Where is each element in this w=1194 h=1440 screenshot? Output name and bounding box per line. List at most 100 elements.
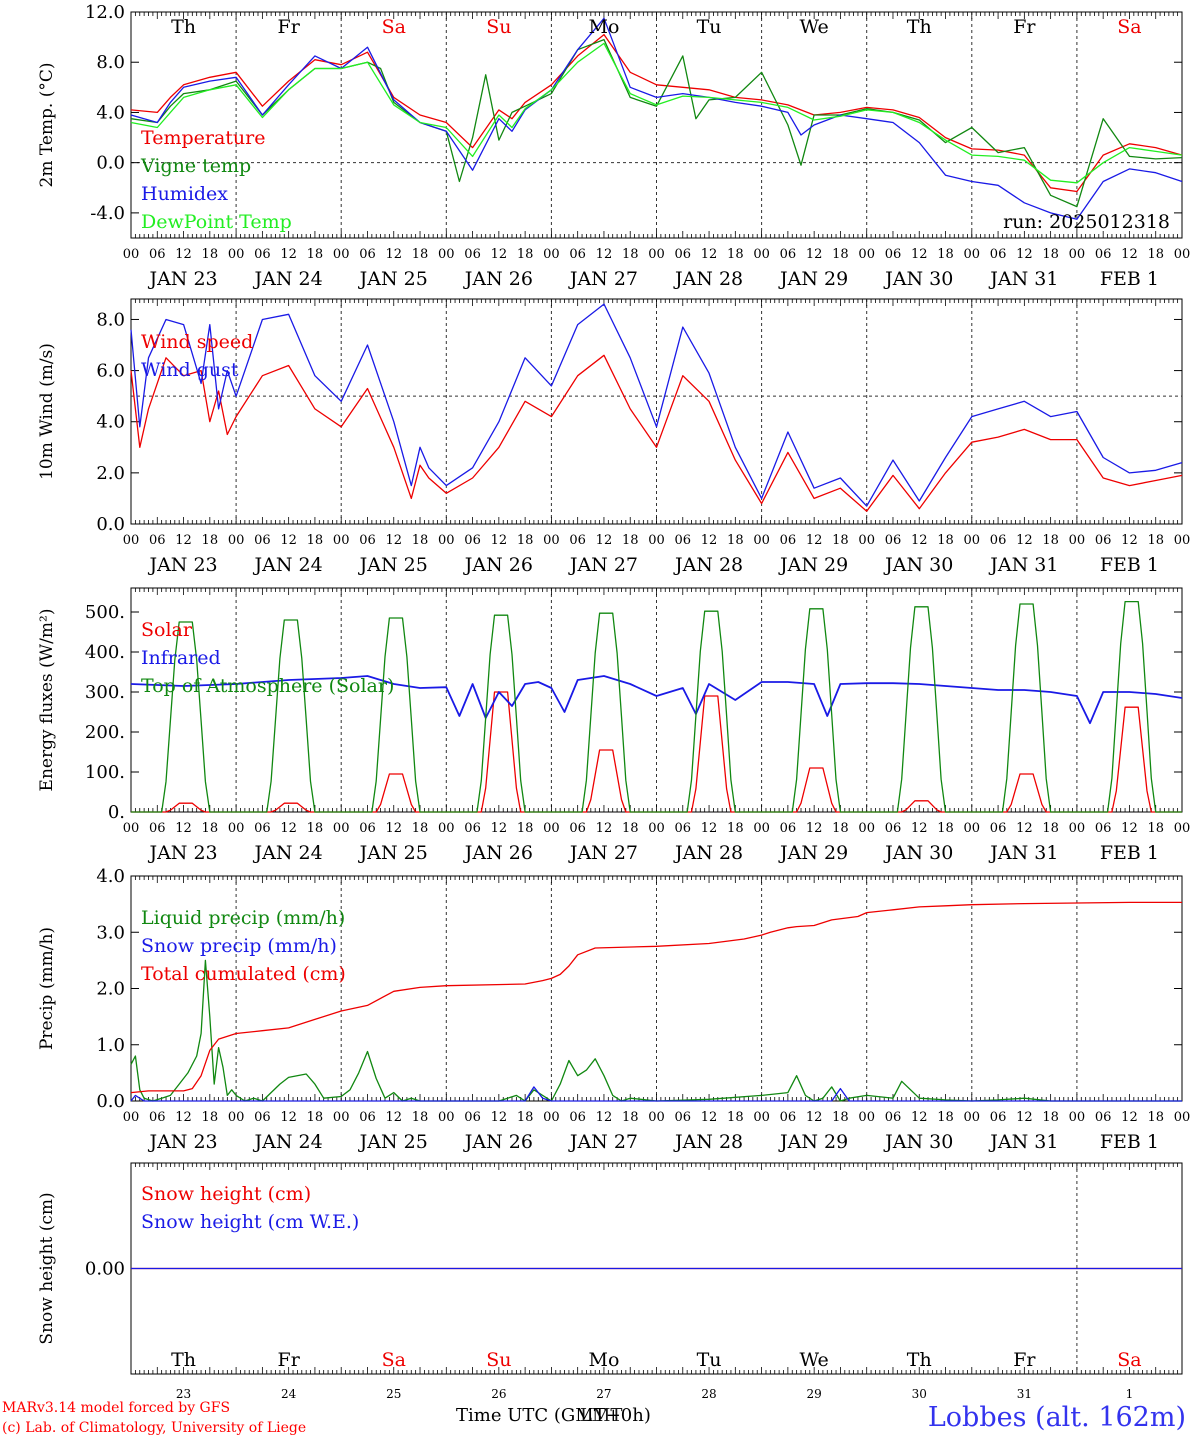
y-tick-label: 0.0 xyxy=(96,153,125,174)
x-hour-label: 18 xyxy=(832,533,849,548)
x-day-label: JAN 25 xyxy=(358,842,428,864)
legend-entry: Temperature xyxy=(141,127,265,149)
x-day-label: JAN 29 xyxy=(778,842,848,864)
x-hour-label: 00 xyxy=(123,1110,140,1125)
x-hour-label: 00 xyxy=(964,533,981,548)
x-hour-label: 12 xyxy=(701,1110,718,1125)
x-day-label: JAN 27 xyxy=(568,1131,638,1153)
x-hour-label: 00 xyxy=(1069,821,1086,836)
x-hour-label: 12 xyxy=(280,821,297,836)
day-number-label: 25 xyxy=(386,1387,401,1401)
x-day-label: FEB 1 xyxy=(1100,842,1159,864)
x-hour-label: 12 xyxy=(701,247,718,262)
x-hour-label: 12 xyxy=(1121,247,1138,262)
x-hour-label: 12 xyxy=(596,821,613,836)
x-hour-label: 18 xyxy=(412,1110,429,1125)
x-hour-label: 06 xyxy=(569,1110,586,1125)
x-hour-label: 06 xyxy=(359,1110,376,1125)
y-tick-label: 1.0 xyxy=(96,1035,125,1056)
y-tick-label: 4.0 xyxy=(96,412,125,433)
x-hour-label: 12 xyxy=(596,1110,613,1125)
x-hour-label: 12 xyxy=(1016,1110,1033,1125)
time-axis-overprint: LMT xyxy=(580,1405,623,1426)
weekday-label-bottom: Sa xyxy=(382,1349,406,1371)
x-day-label: JAN 30 xyxy=(883,1131,953,1153)
x-day-label: JAN 23 xyxy=(147,554,217,576)
x-hour-label: 00 xyxy=(1069,247,1086,262)
weekday-label-bottom: Tu xyxy=(697,1349,722,1371)
y-tick-label: 500. xyxy=(85,602,125,623)
y-axis-label: Snow height (cm) xyxy=(37,1192,57,1344)
legend-entry: Snow height (cm W.E.) xyxy=(141,1211,359,1233)
x-hour-label: 00 xyxy=(543,533,560,548)
y-tick-label: 12.0 xyxy=(85,2,125,23)
series-line-infrared xyxy=(130,675,1183,725)
y-tick-label: 2.0 xyxy=(96,979,125,1000)
x-hour-label: 00 xyxy=(648,1110,665,1125)
y-tick-label: 4.0 xyxy=(96,102,125,123)
x-hour-label: 18 xyxy=(622,821,639,836)
x-hour-label: 12 xyxy=(911,533,928,548)
x-hour-label: 00 xyxy=(123,247,140,262)
x-hour-label: 00 xyxy=(123,533,140,548)
y-axis-label: 2m Temp. (°C) xyxy=(37,62,57,187)
series-line-wind-gust xyxy=(130,303,1183,507)
x-hour-label: 12 xyxy=(280,533,297,548)
x-day-label: JAN 26 xyxy=(463,268,533,290)
x-hour-label: 12 xyxy=(701,533,718,548)
x-hour-label: 00 xyxy=(333,247,350,262)
x-hour-label: 00 xyxy=(333,1110,350,1125)
x-hour-label: 18 xyxy=(1147,533,1164,548)
series-line-total-cumulated-cm- xyxy=(130,901,1182,1094)
x-hour-label: 18 xyxy=(1042,247,1059,262)
x-hour-label: 18 xyxy=(832,247,849,262)
x-day-label: JAN 30 xyxy=(883,268,953,290)
x-hour-label: 06 xyxy=(990,1110,1007,1125)
x-hour-label: 18 xyxy=(202,533,219,548)
series-line-snow-precip-mm-h- xyxy=(130,1086,1182,1102)
x-day-label: JAN 28 xyxy=(673,842,743,864)
y-tick-label: 0. xyxy=(108,802,125,823)
x-hour-label: 06 xyxy=(149,1110,166,1125)
x-day-label: JAN 26 xyxy=(463,842,533,864)
x-hour-label: 18 xyxy=(937,821,954,836)
day-number-label: 29 xyxy=(807,1387,822,1401)
x-hour-label: 12 xyxy=(491,533,508,548)
x-hour-label: 06 xyxy=(885,533,902,548)
weekday-label-bottom: Sa xyxy=(1117,1349,1141,1371)
lab-credit: (c) Lab. of Climatology, University of L… xyxy=(2,1420,307,1436)
x-hour-label: 00 xyxy=(753,1110,770,1125)
x-hour-label: 12 xyxy=(806,1110,823,1125)
x-day-label: JAN 31 xyxy=(988,842,1058,864)
x-hour-label: 12 xyxy=(175,247,192,262)
x-hour-label: 18 xyxy=(1147,247,1164,262)
x-day-label: JAN 23 xyxy=(147,268,217,290)
time-axis-label: Time UTC (GMT+0h) xyxy=(456,1405,651,1426)
x-hour-label: 18 xyxy=(412,247,429,262)
x-hour-label: 06 xyxy=(569,821,586,836)
weekday-label-bottom: Fr xyxy=(1013,1349,1036,1371)
x-day-label: JAN 26 xyxy=(463,554,533,576)
x-hour-label: 06 xyxy=(569,533,586,548)
x-day-label: FEB 1 xyxy=(1100,268,1159,290)
x-hour-label: 18 xyxy=(517,533,534,548)
y-tick-label: 0.00 xyxy=(85,1259,125,1280)
x-hour-label: 18 xyxy=(1042,533,1059,548)
x-hour-label: 00 xyxy=(438,1110,455,1125)
weekday-label-bottom: Mo xyxy=(588,1349,619,1371)
x-hour-label: 00 xyxy=(648,821,665,836)
weekday-label-top: Tu xyxy=(697,16,722,38)
x-hour-label: 18 xyxy=(307,247,324,262)
x-hour-label: 18 xyxy=(832,1110,849,1125)
day-number-label: 30 xyxy=(912,1387,927,1401)
weekday-label-top: Su xyxy=(486,16,511,38)
x-hour-label: 18 xyxy=(727,247,744,262)
y-tick-label: 8.0 xyxy=(96,309,125,330)
legend-entry: Wind speed xyxy=(141,331,253,353)
weekday-label-bottom: Th xyxy=(171,1349,196,1371)
x-day-label: JAN 31 xyxy=(988,268,1058,290)
x-hour-label: 06 xyxy=(780,1110,797,1125)
x-hour-label: 12 xyxy=(175,533,192,548)
x-day-label: JAN 25 xyxy=(358,1131,428,1153)
series-line-temperature xyxy=(130,33,1183,193)
